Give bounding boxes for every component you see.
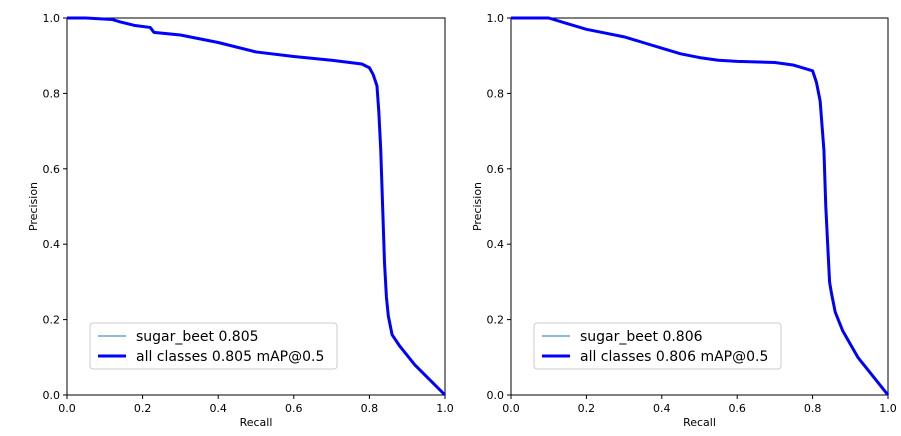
x-axis-label: Recall xyxy=(240,416,273,429)
y-tick-label: 0.0 xyxy=(43,389,61,402)
x-tick-label: 0.2 xyxy=(578,402,596,415)
x-tick-label: 0.4 xyxy=(653,402,671,415)
plot-frame xyxy=(66,17,446,396)
y-tick-label: 0.4 xyxy=(43,238,61,251)
right-pr-chart: 0.0 0.2 0.4 0.6 0.8 1.0 0.0 0.2 0.4 0.6 0.8 1.0 Reca… xyxy=(471,12,897,429)
y-tick-label: 0.2 xyxy=(43,314,61,327)
all-classes-pr-curve xyxy=(511,16,890,396)
legend-box xyxy=(89,322,338,370)
x-tick-label: 0.0 xyxy=(502,402,520,415)
y-tick-label: 1.0 xyxy=(43,12,61,25)
all-classes-pr-curve xyxy=(67,16,447,397)
y-axis-label: Precision xyxy=(27,182,40,231)
left-pr-chart: 0.0 0.2 0.4 0.6 0.8 1.0 0.0 0.2 0.4 0.6 0.8 1.0 Reca… xyxy=(27,12,454,429)
x-tick-label: 0.8 xyxy=(804,402,822,415)
x-axis-label: Recall xyxy=(683,416,716,429)
x-tick-label: 0.8 xyxy=(361,402,379,415)
legend-label: sugar_beet 0.806 xyxy=(580,329,703,345)
legend-box xyxy=(533,322,782,370)
y-tick-label: 0.2 xyxy=(487,314,505,327)
legend: sugar_beet 0.806 all classes 0.806 mAP@0.… xyxy=(533,322,782,370)
legend-label: all classes 0.805 mAP@0.5 xyxy=(136,349,324,365)
y-tick-label: 0.8 xyxy=(487,87,505,100)
x-tick-label: 0.6 xyxy=(285,402,303,415)
plot-frame xyxy=(510,17,889,396)
x-tick-label: 0.0 xyxy=(58,402,76,415)
x-tick-label: 0.6 xyxy=(728,402,746,415)
y-axis-label: Precision xyxy=(471,182,484,231)
y-tick-label: 0.8 xyxy=(43,87,61,100)
legend-label: sugar_beet 0.805 xyxy=(136,329,259,345)
x-tick-label: 1.0 xyxy=(879,402,897,415)
y-tick-label: 0.4 xyxy=(487,238,505,251)
y-tick-label: 0.6 xyxy=(487,163,505,176)
y-tick-label: 1.0 xyxy=(487,12,505,25)
legend: sugar_beet 0.805 all classes 0.805 mAP@0.… xyxy=(89,322,338,370)
x-tick-label: 1.0 xyxy=(436,402,454,415)
x-tick-label: 0.4 xyxy=(209,402,227,415)
x-tick-label: 0.2 xyxy=(134,402,152,415)
y-tick-label: 0.6 xyxy=(43,163,61,176)
legend-label: all classes 0.806 mAP@0.5 xyxy=(580,349,768,365)
y-tick-label: 0.0 xyxy=(487,389,505,402)
